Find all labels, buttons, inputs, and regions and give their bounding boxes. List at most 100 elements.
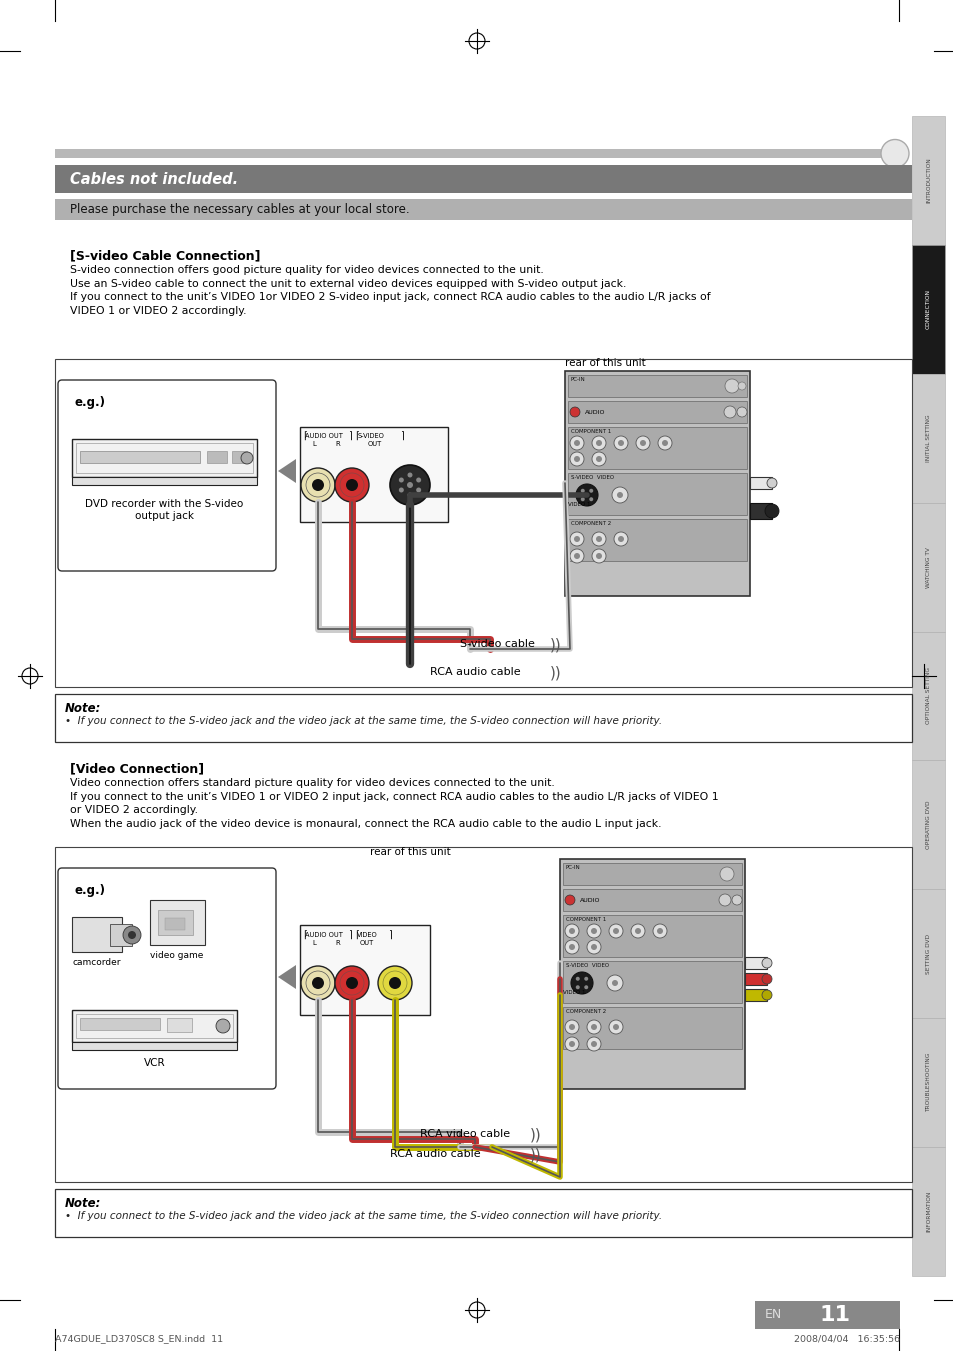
Bar [71, 917, 122, 952]
Text: OUT: OUT [368, 440, 382, 447]
Text: [Video Connection]: [Video Connection] [70, 762, 204, 775]
Bar [567, 401, 746, 423]
Text: )): )) [530, 1148, 541, 1163]
Bar [55, 1189, 911, 1238]
Circle shape [312, 977, 324, 989]
Bar [55, 165, 911, 193]
Text: AUDIO: AUDIO [584, 409, 605, 415]
Circle shape [398, 477, 403, 482]
Bar [564, 372, 749, 596]
Bar [559, 859, 744, 1089]
Circle shape [568, 928, 575, 934]
Circle shape [576, 977, 579, 981]
Circle shape [720, 867, 733, 881]
Circle shape [592, 532, 605, 546]
Circle shape [738, 382, 745, 390]
Circle shape [569, 453, 583, 466]
Circle shape [586, 1020, 600, 1034]
Bar [55, 847, 911, 1182]
Circle shape [407, 482, 413, 488]
Circle shape [596, 457, 601, 462]
Bar [71, 439, 256, 477]
Circle shape [301, 966, 335, 1000]
Circle shape [724, 380, 739, 393]
Bar [567, 376, 746, 397]
Text: COMPONENT 1: COMPONENT 1 [565, 917, 605, 921]
Circle shape [618, 536, 623, 542]
Circle shape [764, 504, 779, 517]
Text: camcorder: camcorder [72, 958, 121, 967]
Circle shape [614, 436, 627, 450]
Circle shape [128, 931, 136, 939]
Text: DVD recorder with the S-video
output jack: DVD recorder with the S-video output jac… [85, 499, 243, 520]
Circle shape [613, 928, 618, 934]
Circle shape [568, 1024, 575, 1029]
Circle shape [590, 1024, 597, 1029]
Bar [567, 473, 746, 515]
Circle shape [215, 1019, 230, 1034]
Bar [562, 961, 741, 1002]
Circle shape [589, 497, 593, 501]
Bar [76, 443, 253, 473]
Bar [911, 761, 944, 889]
Bar [911, 245, 944, 374]
Text: R: R [335, 940, 339, 946]
Circle shape [596, 553, 601, 559]
Text: L: L [312, 440, 315, 447]
Bar [749, 477, 771, 489]
Circle shape [390, 465, 430, 505]
Circle shape [731, 894, 741, 905]
Text: S-video connection offers good picture quality for video devices connected to th: S-video connection offers good picture q… [70, 265, 710, 316]
Text: e.g.): e.g.) [75, 884, 106, 897]
Circle shape [407, 493, 412, 497]
Circle shape [614, 532, 627, 546]
Bar [71, 1011, 236, 1042]
Circle shape [574, 536, 579, 542]
Text: •  If you connect to the S-video jack and the video jack at the same time, the S: • If you connect to the S-video jack and… [65, 716, 661, 725]
Bar [150, 900, 205, 944]
Circle shape [761, 974, 771, 984]
Text: )): )) [550, 638, 561, 653]
Circle shape [569, 532, 583, 546]
Circle shape [592, 549, 605, 563]
Bar [80, 451, 200, 463]
Circle shape [301, 467, 335, 503]
Circle shape [398, 488, 403, 493]
Circle shape [416, 488, 420, 493]
Text: OPERATING DVD: OPERATING DVD [925, 801, 930, 850]
Circle shape [569, 407, 579, 417]
Text: PC-IN: PC-IN [571, 377, 585, 382]
Circle shape [389, 977, 400, 989]
Text: R: R [335, 440, 339, 447]
Circle shape [590, 944, 597, 950]
Circle shape [618, 440, 623, 446]
Text: AUDIO OUT: AUDIO OUT [305, 932, 342, 938]
Circle shape [657, 928, 662, 934]
Text: AUDIO: AUDIO [579, 897, 599, 902]
Circle shape [761, 958, 771, 969]
Circle shape [574, 457, 579, 462]
Bar [562, 915, 741, 957]
Circle shape [583, 977, 588, 981]
Text: TROUBLESHOOTING: TROUBLESHOOTING [925, 1052, 930, 1112]
Text: •  If you connect to the S-video jack and the video jack at the same time, the S: • If you connect to the S-video jack and… [65, 1210, 661, 1221]
Circle shape [586, 1038, 600, 1051]
Circle shape [241, 453, 253, 463]
Bar [232, 451, 247, 463]
Bar [55, 149, 902, 158]
Text: A74GDUE_LD370SC8 S_EN.indd  11: A74GDUE_LD370SC8 S_EN.indd 11 [55, 1333, 223, 1343]
Circle shape [608, 924, 622, 938]
Circle shape [583, 985, 588, 989]
Bar [749, 503, 771, 519]
Circle shape [606, 975, 622, 992]
Circle shape [580, 497, 584, 501]
Text: $\lceil$: $\lceil$ [303, 430, 308, 442]
Text: OUT: OUT [359, 940, 374, 946]
Bar [562, 863, 741, 885]
Circle shape [590, 1042, 597, 1047]
Circle shape [612, 979, 618, 986]
Circle shape [596, 536, 601, 542]
Circle shape [635, 928, 640, 934]
Circle shape [576, 484, 598, 507]
Circle shape [564, 924, 578, 938]
